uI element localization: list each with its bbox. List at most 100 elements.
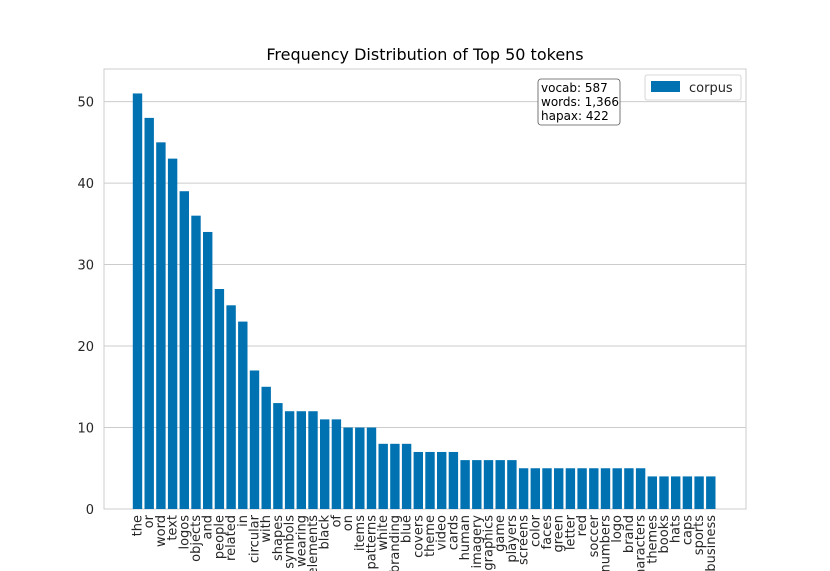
bar-and — [203, 231, 213, 510]
x-axis-ticks: theorwordtextlogosobjectsandpeoplerelate… — [131, 514, 719, 571]
bar-logos — [179, 191, 189, 509]
bar-patterns — [366, 427, 377, 509]
info-hapax: hapax: 422 — [541, 109, 609, 123]
bar-screens — [518, 468, 529, 509]
x-tick-label: circular — [248, 514, 263, 563]
x-tick-label: symbols — [283, 515, 298, 569]
bar-characters — [635, 468, 646, 509]
bar-business — [706, 476, 716, 509]
x-tick-label: blue — [400, 515, 415, 543]
x-tick-label: in — [236, 515, 251, 527]
x-tick-label: numbers — [599, 515, 614, 571]
x-tick-label: green — [552, 515, 567, 553]
bar-hats — [671, 476, 681, 509]
x-tick-label: soccer — [587, 514, 602, 557]
bar-players — [507, 460, 517, 509]
x-tick-label: cards — [446, 515, 461, 550]
x-tick-label: patterns — [365, 515, 380, 570]
bar-objects — [191, 215, 201, 509]
bar-circular — [249, 370, 260, 509]
bar-the — [132, 93, 143, 509]
bar-game — [495, 460, 505, 509]
y-tick-label: 40 — [77, 177, 94, 192]
x-tick-label: business — [704, 515, 719, 571]
bar-with — [261, 386, 271, 509]
y-tick-label: 0 — [86, 503, 94, 518]
bar-human — [460, 460, 470, 509]
bar-letter — [565, 468, 576, 509]
y-axis-ticks: 0 10 20 30 40 50 — [77, 96, 94, 518]
bar-red — [577, 468, 587, 509]
x-tick-label: imagery — [470, 515, 485, 569]
bar-cards — [448, 451, 459, 509]
bar-word — [156, 142, 166, 510]
info-box: vocab: 587 words: 1,366 hapax: 422 — [537, 78, 621, 126]
x-tick-label: objects — [189, 515, 204, 562]
bar-branding — [390, 443, 400, 509]
bar-in — [238, 321, 248, 509]
x-tick-label: with — [259, 515, 274, 543]
bar-related — [226, 305, 236, 509]
bar-people — [214, 289, 225, 509]
bar-of — [331, 419, 342, 509]
bar-theme — [425, 451, 435, 509]
bars — [132, 93, 716, 510]
bar-imagery — [472, 460, 482, 509]
bar-logo — [612, 468, 622, 509]
x-tick-label: white — [376, 515, 391, 551]
x-tick-label: books — [657, 515, 672, 554]
y-tick-label: 50 — [77, 96, 94, 111]
x-tick-label: brand — [622, 515, 637, 553]
y-tick-label: 20 — [77, 340, 94, 355]
bar-items — [355, 427, 365, 509]
x-tick-label: hats — [669, 515, 684, 543]
x-tick-label: faces — [540, 515, 555, 550]
bar-books — [659, 476, 669, 509]
legend-label: corpus — [689, 81, 733, 96]
x-tick-label: people — [212, 515, 227, 559]
bar-blue — [401, 443, 412, 509]
x-tick-label: logo — [610, 515, 625, 543]
x-tick-label: of — [329, 515, 344, 528]
bar-covers — [413, 451, 423, 509]
x-tick-label: items — [353, 515, 368, 551]
x-tick-label: caps — [680, 515, 695, 545]
bar-or — [144, 117, 154, 509]
x-tick-label: players — [505, 515, 520, 563]
chart-title: Frequency Distribution of Top 50 tokens — [266, 45, 583, 64]
x-tick-label: themes — [645, 515, 660, 564]
x-tick-label: on — [341, 515, 356, 531]
x-tick-label: screens — [517, 515, 532, 565]
x-tick-label: and — [201, 515, 216, 539]
bar-brand — [624, 468, 634, 509]
x-tick-label: the — [131, 515, 146, 536]
y-tick-label: 30 — [77, 259, 94, 274]
bar-graphics — [483, 460, 494, 509]
x-tick-label: black — [318, 515, 333, 550]
legend-swatch — [651, 81, 680, 92]
legend: corpus — [644, 74, 742, 101]
x-tick-label: game — [493, 515, 508, 552]
x-tick-label: wearing — [294, 515, 309, 567]
x-tick-label: human — [458, 515, 473, 560]
bar-text — [167, 158, 178, 509]
info-words: words: 1,366 — [541, 95, 619, 109]
x-tick-label: color — [528, 514, 543, 547]
x-tick-label: sports — [692, 515, 707, 555]
bar-numbers — [600, 468, 611, 509]
x-tick-label: logos — [177, 515, 192, 550]
x-tick-label: letter — [563, 514, 578, 550]
bar-caps — [682, 476, 693, 509]
x-tick-label: text — [166, 515, 181, 541]
x-tick-label: shapes — [271, 515, 286, 561]
bar-elements — [308, 411, 318, 509]
bar-black — [320, 419, 330, 509]
x-tick-label: characters — [634, 515, 649, 571]
x-tick-label: word — [154, 515, 169, 547]
bar-wearing — [296, 411, 306, 509]
bar-sports — [694, 476, 704, 509]
x-tick-label: theme — [423, 515, 438, 557]
bar-themes — [647, 476, 657, 509]
bar-symbols — [284, 411, 295, 509]
